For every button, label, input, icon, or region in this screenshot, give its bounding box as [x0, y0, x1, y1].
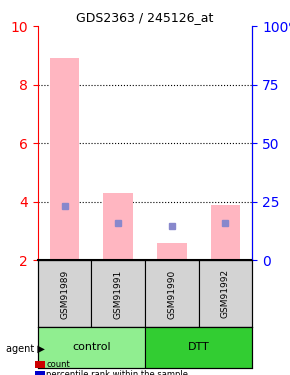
Text: agent ▶: agent ▶: [6, 344, 45, 354]
Text: percentile rank within the sample: percentile rank within the sample: [46, 370, 188, 375]
FancyBboxPatch shape: [38, 261, 91, 327]
FancyBboxPatch shape: [38, 327, 145, 368]
FancyBboxPatch shape: [145, 327, 252, 368]
Text: GSM91990: GSM91990: [167, 269, 176, 318]
Text: GSM91989: GSM91989: [60, 269, 69, 318]
Bar: [50, 58, 79, 261]
Text: GSM91992: GSM91992: [221, 269, 230, 318]
FancyBboxPatch shape: [91, 261, 145, 327]
Text: control: control: [72, 342, 111, 352]
Bar: [157, 243, 186, 261]
Bar: [211, 205, 240, 261]
Text: count: count: [46, 360, 70, 369]
Text: GSM91991: GSM91991: [114, 269, 123, 318]
FancyBboxPatch shape: [145, 261, 199, 327]
FancyBboxPatch shape: [199, 261, 252, 327]
Bar: [104, 193, 133, 261]
Text: DTT: DTT: [188, 342, 209, 352]
Title: GDS2363 / 245126_at: GDS2363 / 245126_at: [76, 11, 214, 24]
